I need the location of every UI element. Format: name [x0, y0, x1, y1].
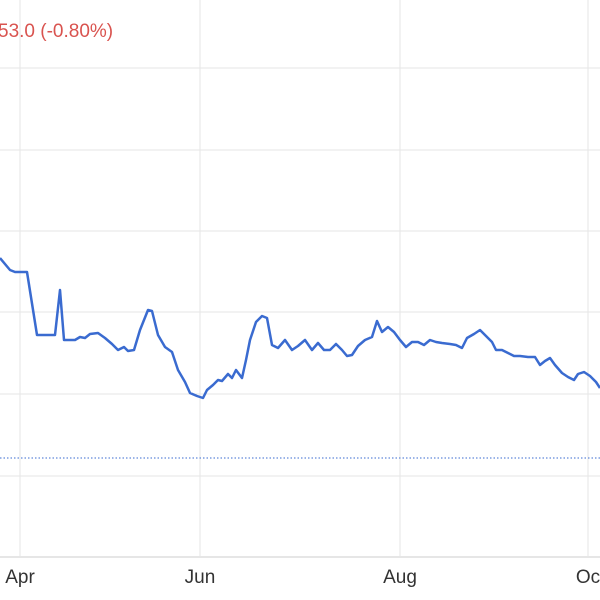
x-tick-label: Oc — [576, 567, 600, 588]
x-tick-label: Apr — [5, 567, 35, 588]
x-tick-label: Jun — [185, 567, 216, 588]
change-label: 53.0 (-0.80%) — [0, 21, 113, 42]
x-tick-label: Aug — [383, 567, 417, 588]
price-line — [0, 257, 600, 400]
